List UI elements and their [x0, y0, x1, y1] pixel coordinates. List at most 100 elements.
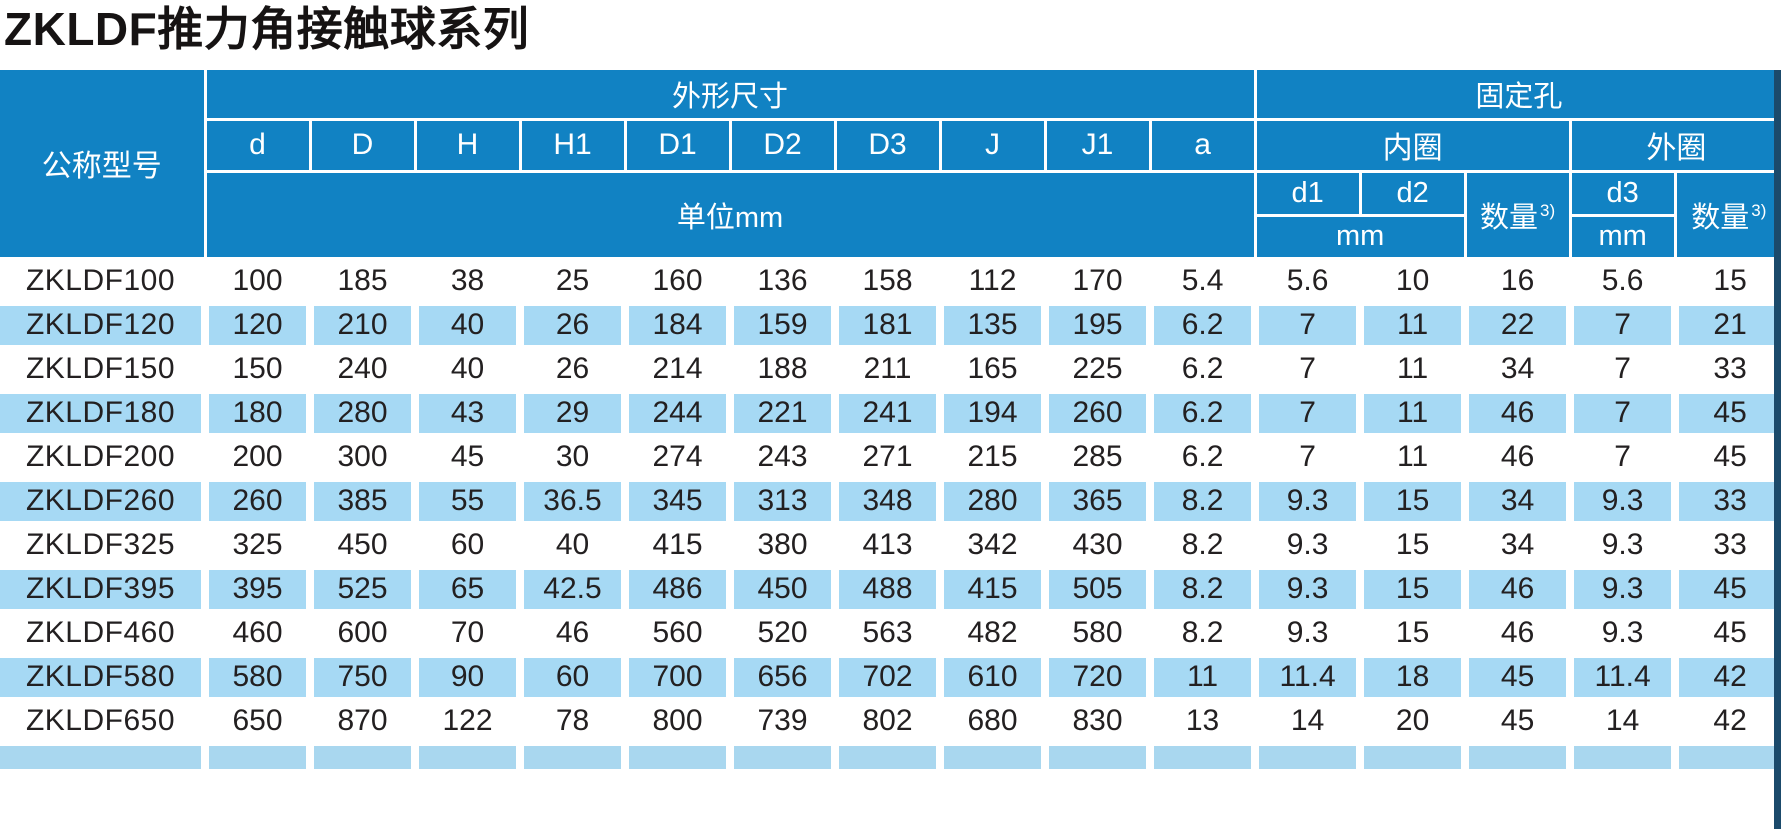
value-cell: 415: [621, 520, 734, 570]
value-cell: [306, 740, 419, 772]
value-cell: 7: [1251, 388, 1365, 438]
value-cell: [1145, 740, 1260, 772]
value-cell: 11.4: [1251, 652, 1365, 702]
value-cell: 46: [516, 608, 629, 658]
table-row: ZKLDF200 200 300 45 30 274 243 271 215 285 6.2 7 11 4…: [0, 432, 1781, 482]
value-cell: [411, 740, 524, 772]
model-cell: ZKLDF150: [0, 344, 209, 394]
value-cell: 560: [621, 608, 734, 658]
header-col-d2: d2: [1358, 169, 1467, 217]
value-cell: 45: [1461, 652, 1575, 702]
value-cell: 9.3: [1251, 520, 1365, 570]
value-cell: 274: [621, 432, 734, 482]
value-cell: 600: [306, 608, 419, 658]
value-cell: 8.2: [1145, 608, 1260, 658]
value-cell: 159: [726, 300, 839, 350]
value-cell: 580: [201, 652, 314, 702]
value-cell: 225: [1041, 344, 1154, 394]
value-cell: 11: [1356, 344, 1470, 394]
value-cell: [1251, 740, 1365, 772]
table-right-border: [1774, 70, 1781, 829]
value-cell: 739: [726, 696, 839, 746]
value-cell: [936, 740, 1049, 772]
value-cell: 656: [726, 652, 839, 702]
qty-label: 数量: [1480, 201, 1539, 234]
value-cell: 830: [1041, 696, 1154, 746]
model-cell: ZKLDF200: [0, 432, 209, 482]
header-col-D3: D3: [833, 117, 942, 173]
value-cell: 60: [516, 652, 629, 702]
value-cell: 260: [201, 476, 314, 526]
value-cell: 195: [1041, 300, 1154, 350]
value-cell: 40: [411, 300, 524, 350]
value-cell: 563: [831, 608, 944, 658]
table-row: ZKLDF395 395 525 65 42.5 486 450 488 415 505 8.2 9.…: [0, 564, 1781, 614]
value-cell: 18: [1356, 652, 1470, 702]
value-cell: 700: [621, 652, 734, 702]
value-cell: 486: [621, 564, 734, 614]
value-cell: 55: [411, 476, 524, 526]
value-cell: 300: [306, 432, 419, 482]
value-cell: 342: [936, 520, 1049, 570]
value-cell: 6.2: [1145, 388, 1260, 438]
value-cell: 211: [831, 344, 944, 394]
value-cell: 9.3: [1251, 608, 1365, 658]
partial-row: [0, 740, 1781, 772]
value-cell: 870: [306, 696, 419, 746]
header-outer-qty: 数量 3): [1673, 169, 1781, 261]
value-cell: [1041, 740, 1154, 772]
value-cell: 30: [516, 432, 629, 482]
value-cell: 9.3: [1251, 564, 1365, 614]
value-cell: [621, 740, 734, 772]
value-cell: 15: [1356, 608, 1470, 658]
header-col-d: d: [203, 117, 312, 173]
value-cell: 36.5: [516, 476, 629, 526]
model-cell: [0, 740, 209, 772]
value-cell: 33: [1671, 344, 1781, 394]
value-cell: 26: [516, 344, 629, 394]
value-cell: 11: [1356, 300, 1470, 350]
table-header: 公称型号 外形尺寸 固定孔 d D H H1 D1 D2 D3 J J1 a 内…: [0, 68, 1781, 261]
value-cell: 7: [1566, 432, 1680, 482]
value-cell: 7: [1566, 300, 1680, 350]
header-col-J: J: [938, 117, 1047, 173]
value-cell: 7: [1251, 300, 1365, 350]
table-row: ZKLDF260 260 385 55 36.5 345 313 348 280 365 8.2 9.…: [0, 476, 1781, 526]
table-row: ZKLDF325 325 450 60 40 415 380 413 342 430 8.2 9.3 1…: [0, 520, 1781, 570]
value-cell: 7: [1251, 344, 1365, 394]
value-cell: 395: [201, 564, 314, 614]
value-cell: 15: [1356, 476, 1470, 526]
value-cell: 6.2: [1145, 300, 1260, 350]
value-cell: 243: [726, 432, 839, 482]
value-cell: 313: [726, 476, 839, 526]
value-cell: 40: [411, 344, 524, 394]
value-cell: 29: [516, 388, 629, 438]
value-cell: 112: [936, 256, 1049, 306]
value-cell: 170: [1041, 256, 1154, 306]
header-inner-ring: 内圈: [1253, 117, 1572, 173]
qty-footnote-marker: 3): [1751, 200, 1767, 220]
value-cell: 280: [306, 388, 419, 438]
header-group-dimensions: 外形尺寸: [203, 68, 1257, 121]
value-cell: 38: [411, 256, 524, 306]
model-cell: ZKLDF650: [0, 696, 209, 746]
value-cell: 8.2: [1145, 520, 1260, 570]
header-col-d3: d3: [1568, 169, 1677, 217]
header-col-H1: H1: [518, 117, 627, 173]
spec-table: 公称型号 外形尺寸 固定孔 d D H H1 D1 D2 D3 J J1 a 内…: [0, 68, 1781, 772]
value-cell: 241: [831, 388, 944, 438]
header-col-a: a: [1148, 117, 1257, 173]
model-cell: ZKLDF120: [0, 300, 209, 350]
value-cell: 42: [1671, 696, 1781, 746]
value-cell: 185: [306, 256, 419, 306]
value-cell: 8.2: [1145, 476, 1260, 526]
header-col-H: H: [413, 117, 522, 173]
value-cell: 525: [306, 564, 419, 614]
value-cell: 5.4: [1145, 256, 1260, 306]
value-cell: 46: [1461, 608, 1575, 658]
value-cell: 42.5: [516, 564, 629, 614]
value-cell: 14: [1566, 696, 1680, 746]
value-cell: 46: [1461, 388, 1575, 438]
value-cell: 34: [1461, 476, 1575, 526]
value-cell: [1566, 740, 1680, 772]
